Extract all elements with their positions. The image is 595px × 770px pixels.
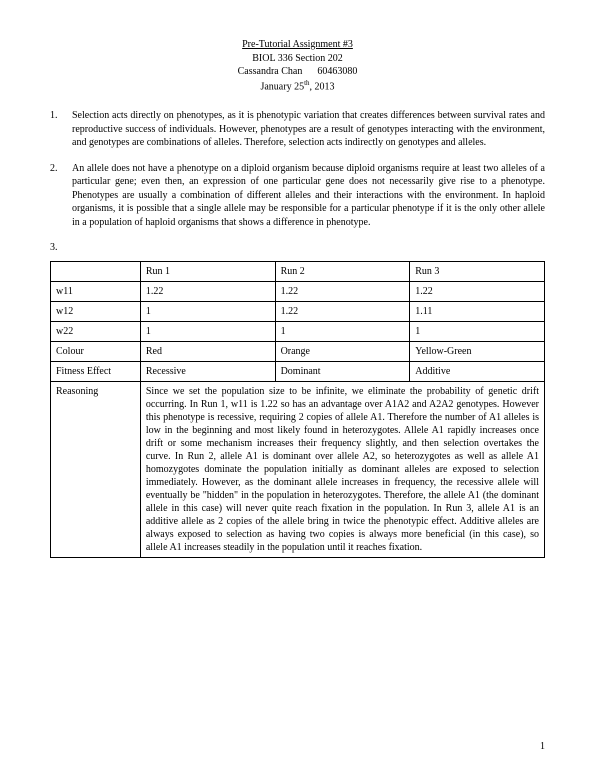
date-line: January 25th, 2013 bbox=[50, 79, 545, 94]
cell: 1.22 bbox=[410, 281, 545, 301]
question-text: Selection acts directly on phenotypes, a… bbox=[72, 109, 545, 150]
cell: 1 bbox=[140, 301, 275, 321]
table-row: Colour Red Orange Yellow-Green bbox=[51, 341, 545, 361]
cell: 1 bbox=[275, 321, 410, 341]
table-row: Fitness Effect Recessive Dominant Additi… bbox=[51, 361, 545, 381]
row-label: Colour bbox=[51, 341, 141, 361]
header-cell: Run 1 bbox=[140, 261, 275, 281]
cell: Dominant bbox=[275, 361, 410, 381]
question-text bbox=[72, 241, 545, 255]
document-header: Pre-Tutorial Assignment #3 BIOL 336 Sect… bbox=[50, 38, 545, 93]
author-name: Cassandra Chan bbox=[238, 66, 303, 77]
cell: Additive bbox=[410, 361, 545, 381]
row-label: w11 bbox=[51, 281, 141, 301]
question-text: An allele does not have a phenotype on a… bbox=[72, 162, 545, 230]
cell: Orange bbox=[275, 341, 410, 361]
table-row-reasoning: Reasoning Since we set the population si… bbox=[51, 381, 545, 557]
assignment-title: Pre-Tutorial Assignment #3 bbox=[50, 38, 545, 52]
question-1: 1. Selection acts directly on phenotypes… bbox=[50, 109, 545, 150]
reasoning-cell: Since we set the population size to be i… bbox=[140, 381, 544, 557]
row-label: Fitness Effect bbox=[51, 361, 141, 381]
question-number: 1. bbox=[50, 109, 72, 150]
row-label: Reasoning bbox=[51, 381, 141, 557]
question-3: 3. bbox=[50, 241, 545, 255]
data-table: Run 1 Run 2 Run 3 w11 1.22 1.22 1.22 w12… bbox=[50, 261, 545, 558]
table-header-row: Run 1 Run 2 Run 3 bbox=[51, 261, 545, 281]
question-number: 2. bbox=[50, 162, 72, 230]
course-line: BIOL 336 Section 202 bbox=[50, 52, 545, 66]
row-label: w12 bbox=[51, 301, 141, 321]
table-row: w22 1 1 1 bbox=[51, 321, 545, 341]
cell: 1 bbox=[140, 321, 275, 341]
table-row: w11 1.22 1.22 1.22 bbox=[51, 281, 545, 301]
cell: Yellow-Green bbox=[410, 341, 545, 361]
cell: Recessive bbox=[140, 361, 275, 381]
table-row: w12 1 1.22 1.11 bbox=[51, 301, 545, 321]
cell: 1 bbox=[410, 321, 545, 341]
author-id: 60463080 bbox=[317, 66, 357, 77]
row-label: w22 bbox=[51, 321, 141, 341]
question-number: 3. bbox=[50, 241, 72, 255]
cell: 1.22 bbox=[275, 281, 410, 301]
page: Pre-Tutorial Assignment #3 BIOL 336 Sect… bbox=[0, 0, 595, 588]
header-cell: Run 2 bbox=[275, 261, 410, 281]
author-line: Cassandra Chan 60463080 bbox=[50, 65, 545, 79]
cell: 1.22 bbox=[140, 281, 275, 301]
cell: 1.11 bbox=[410, 301, 545, 321]
cell: Red bbox=[140, 341, 275, 361]
header-cell: Run 3 bbox=[410, 261, 545, 281]
header-cell bbox=[51, 261, 141, 281]
page-number: 1 bbox=[540, 741, 545, 752]
cell: 1.22 bbox=[275, 301, 410, 321]
question-2: 2. An allele does not have a phenotype o… bbox=[50, 162, 545, 230]
